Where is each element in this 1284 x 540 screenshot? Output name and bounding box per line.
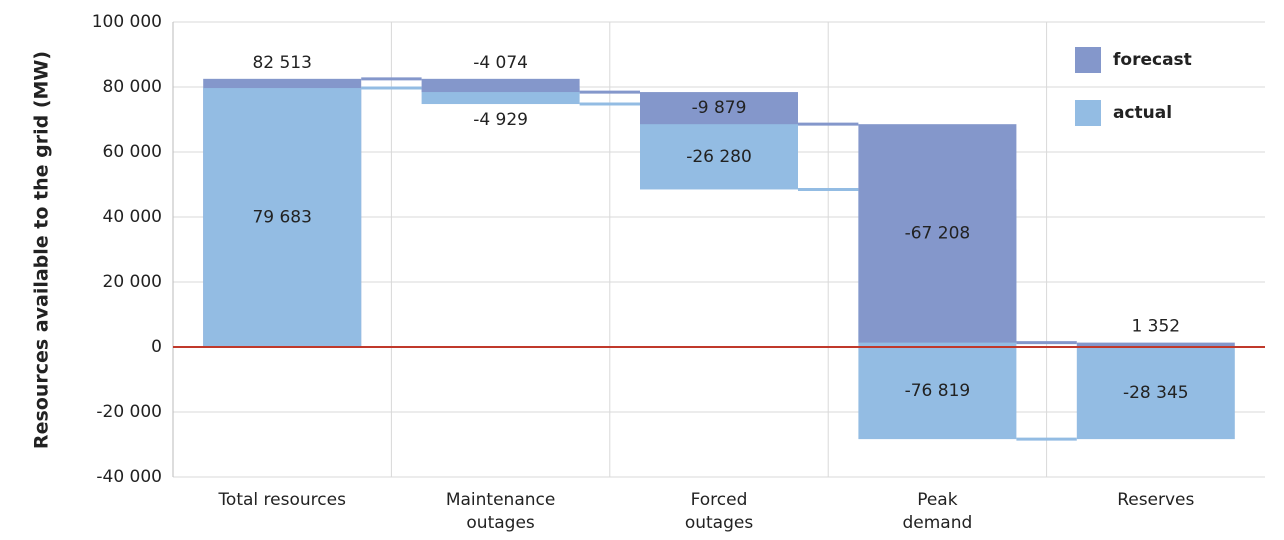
value-label: -28 345: [1123, 383, 1189, 403]
y-tick-label: 40 000: [103, 207, 162, 227]
bar: [1076, 347, 1235, 440]
x-tick-label: Peak: [917, 490, 958, 510]
x-tick-label: outages: [685, 513, 754, 533]
value-label: -4 074: [473, 53, 528, 73]
y-tick-label: -40 000: [96, 467, 162, 487]
x-tick-label: Maintenance: [446, 490, 555, 510]
x-tick-label: Reserves: [1117, 490, 1194, 510]
y-tick-label: 20 000: [103, 272, 162, 292]
y-axis-label: Resources available to the grid (MW): [31, 51, 53, 449]
x-tick-label: demand: [903, 513, 973, 533]
y-tick-label: 100 000: [92, 12, 162, 32]
bar: [640, 92, 798, 125]
value-label: -67 208: [905, 223, 971, 243]
x-tick-label: Forced: [691, 490, 748, 510]
value-label: -76 819: [905, 381, 971, 401]
bar: [1076, 342, 1235, 347]
value-label: -4 929: [473, 110, 528, 130]
y-tick-label: 60 000: [103, 142, 162, 162]
value-label: -9 879: [692, 98, 747, 118]
y-tick-label: -20 000: [96, 402, 162, 422]
value-label: -26 280: [686, 147, 752, 167]
x-tick-label: outages: [466, 513, 535, 533]
y-tick-label: 80 000: [103, 77, 162, 97]
bar: [203, 88, 362, 348]
bar: [858, 124, 1017, 343]
value-label: 1 352: [1131, 317, 1180, 337]
value-label: 82 513: [252, 53, 311, 73]
x-tick-label: Total resources: [217, 490, 346, 510]
y-tick-label: 0: [151, 337, 162, 357]
legend-label: actual: [1113, 103, 1172, 123]
legend-swatch: [1075, 100, 1101, 126]
bar: [421, 78, 580, 93]
legend-label: forecast: [1113, 50, 1192, 70]
legend-swatch: [1075, 47, 1101, 73]
value-label: 79 683: [252, 208, 311, 228]
